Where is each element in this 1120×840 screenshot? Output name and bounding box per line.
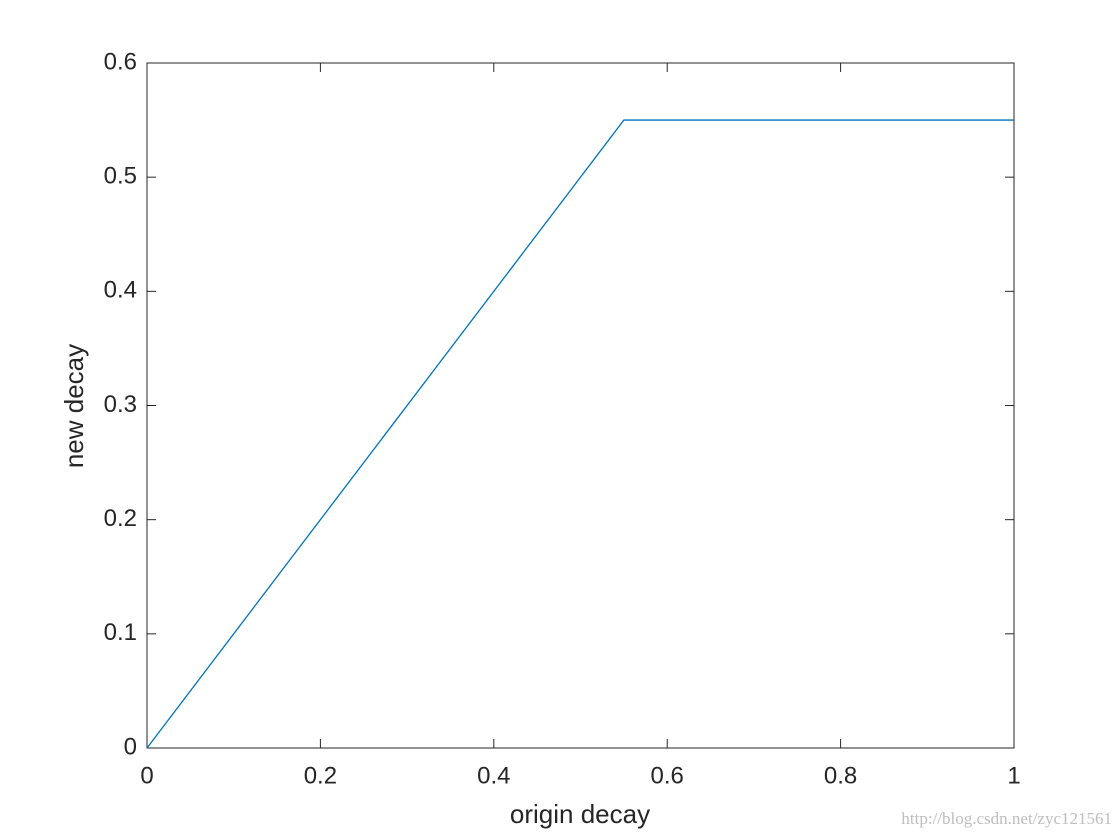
x-tick-label: 1: [1007, 762, 1020, 789]
watermark: http://blog.csdn.net/zyc121561: [901, 809, 1112, 828]
x-tick-label: 0.8: [824, 762, 857, 789]
x-tick-label: 0.2: [304, 762, 337, 789]
x-tick-label: 0.4: [477, 762, 510, 789]
y-tick-label: 0: [124, 733, 137, 760]
y-tick-label: 0.4: [104, 277, 137, 304]
axes-box: [146, 62, 1015, 749]
y-tick-label: 0.5: [104, 163, 137, 190]
x-tick-label: 0.6: [651, 762, 684, 789]
y-axis-label: new decay: [59, 344, 89, 468]
x-axis-label: origin decay: [510, 799, 650, 829]
y-tick-label: 0.1: [104, 619, 137, 646]
y-tick-label: 0.6: [104, 48, 137, 75]
x-tick-label: 0: [140, 762, 153, 789]
y-tick-label: 0.2: [104, 505, 137, 532]
y-tick-label: 0.3: [104, 391, 137, 418]
data-line: [146, 119, 1014, 749]
